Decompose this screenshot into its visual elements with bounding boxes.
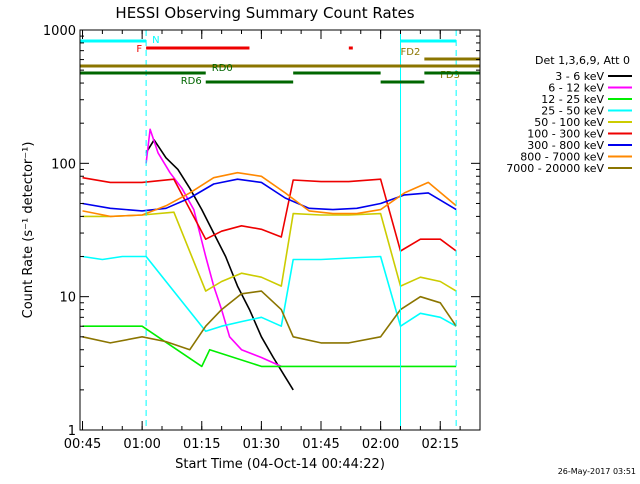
axes-layer: 1 10 100 1000 00:45 01:00 01:15 01:30 01:45 02:00… [43, 24, 481, 452]
legend-label-2: 12 - 25 keV [541, 93, 604, 106]
legend-header: Det 1,3,6,9, Att 0 [535, 54, 630, 67]
series-layer [82, 128, 457, 391]
plot-frame [79, 29, 481, 431]
legend-label-8: 7000 - 20000 keV [506, 162, 604, 175]
series-line-3 [82, 255, 457, 333]
x-tick-label-0: 00:45 [64, 437, 101, 452]
marker-layer [145, 30, 457, 430]
flag-label-fd2: FD2 [401, 47, 421, 58]
x-tick-label-1: 01:00 [123, 437, 160, 452]
x-tick-label-2: 01:15 [183, 437, 220, 452]
legend-label-0: 3 - 6 keV [555, 70, 604, 83]
x-tick-label-5: 02:00 [362, 437, 399, 452]
plot-timestamp: 26-May-2017 03:51 [558, 467, 636, 476]
flag-label-rd0: RD0 [212, 63, 233, 74]
legend-label-7: 800 - 7000 keV [520, 151, 604, 164]
series-line-5 [82, 176, 457, 252]
series-line-2 [82, 325, 457, 368]
x-tick-label-4: 01:45 [302, 437, 339, 452]
y-tick-label-3: 1000 [43, 24, 76, 39]
chart-title: HESSI Observing Summary Count Rates [115, 4, 414, 22]
series-line-7 [82, 171, 457, 218]
y-axis-label: Count Rate (s⁻¹ detector⁻¹) [21, 142, 36, 319]
x-tick-label-3: 01:30 [243, 437, 280, 452]
legend-label-3: 25 - 50 keV [541, 105, 604, 118]
flag-label-fd3: FD3 [440, 70, 460, 81]
x-tick-label-6: 02:15 [422, 437, 459, 452]
y-tick-label-2: 100 [51, 157, 76, 172]
series-line-4 [82, 211, 457, 292]
y-tick-label-1: 10 [59, 291, 76, 306]
legend-label-6: 300 - 800 keV [527, 139, 604, 152]
flag-bar-layer: NF FD2 FD3 RD0 RD6 [80, 35, 480, 87]
flag-label-rd6: RD6 [181, 76, 202, 87]
x-axis-label: Start Time (04-Oct-14 00:44:22) [175, 457, 385, 472]
legend-label-4: 50 - 100 keV [534, 116, 604, 129]
flag-label-f: F [136, 44, 142, 55]
legend-label-5: 100 - 300 keV [527, 128, 604, 141]
flag-label-n: N [152, 35, 159, 46]
series-line-0 [145, 139, 294, 391]
series-line-1 [145, 128, 282, 368]
series-line-8 [82, 290, 457, 351]
legend-label-1: 6 - 12 keV [548, 82, 604, 95]
y-tick-label-0: 1 [68, 424, 76, 439]
